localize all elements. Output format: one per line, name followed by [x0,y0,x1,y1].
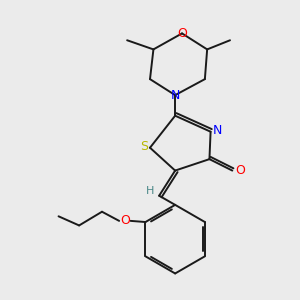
Text: N: N [213,124,222,137]
Text: O: O [236,164,245,177]
Text: O: O [177,27,187,40]
Text: O: O [120,214,130,227]
Text: N: N [170,88,180,102]
Text: H: H [146,186,154,196]
Text: S: S [140,140,148,153]
